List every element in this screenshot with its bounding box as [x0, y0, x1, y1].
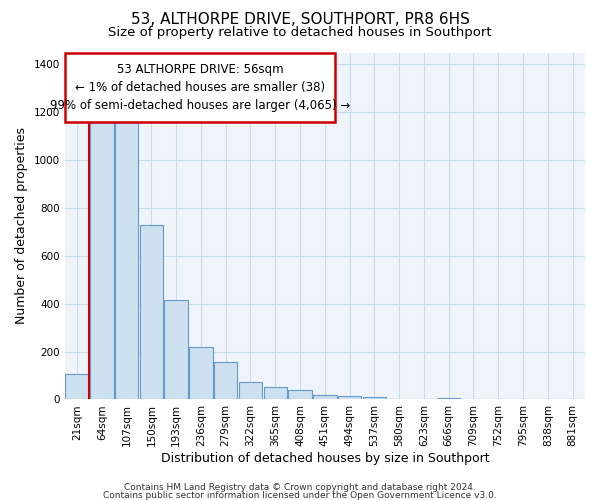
Bar: [239, 382, 262, 400]
X-axis label: Distribution of detached houses by size in Southport: Distribution of detached houses by size …: [161, 452, 489, 465]
Bar: [313, 394, 337, 400]
Bar: [288, 390, 312, 400]
Bar: [140, 225, 163, 400]
FancyBboxPatch shape: [65, 52, 335, 122]
Bar: [362, 397, 386, 400]
Bar: [65, 374, 89, 400]
Text: Contains HM Land Registry data © Crown copyright and database right 2024.: Contains HM Land Registry data © Crown c…: [124, 483, 476, 492]
Bar: [90, 122, 113, 400]
Text: 53, ALTHORPE DRIVE, SOUTHPORT, PR8 6HS: 53, ALTHORPE DRIVE, SOUTHPORT, PR8 6HS: [131, 12, 469, 28]
Y-axis label: Number of detached properties: Number of detached properties: [15, 128, 28, 324]
Bar: [338, 396, 361, 400]
Text: Contains public sector information licensed under the Open Government Licence v3: Contains public sector information licen…: [103, 490, 497, 500]
Bar: [164, 300, 188, 400]
Text: Size of property relative to detached houses in Southport: Size of property relative to detached ho…: [108, 26, 492, 39]
Text: 53 ALTHORPE DRIVE: 56sqm
← 1% of detached houses are smaller (38)
99% of semi-de: 53 ALTHORPE DRIVE: 56sqm ← 1% of detache…: [50, 62, 350, 112]
Bar: [263, 387, 287, 400]
Bar: [115, 122, 139, 400]
Bar: [189, 347, 213, 400]
Bar: [437, 398, 460, 400]
Bar: [214, 362, 238, 400]
